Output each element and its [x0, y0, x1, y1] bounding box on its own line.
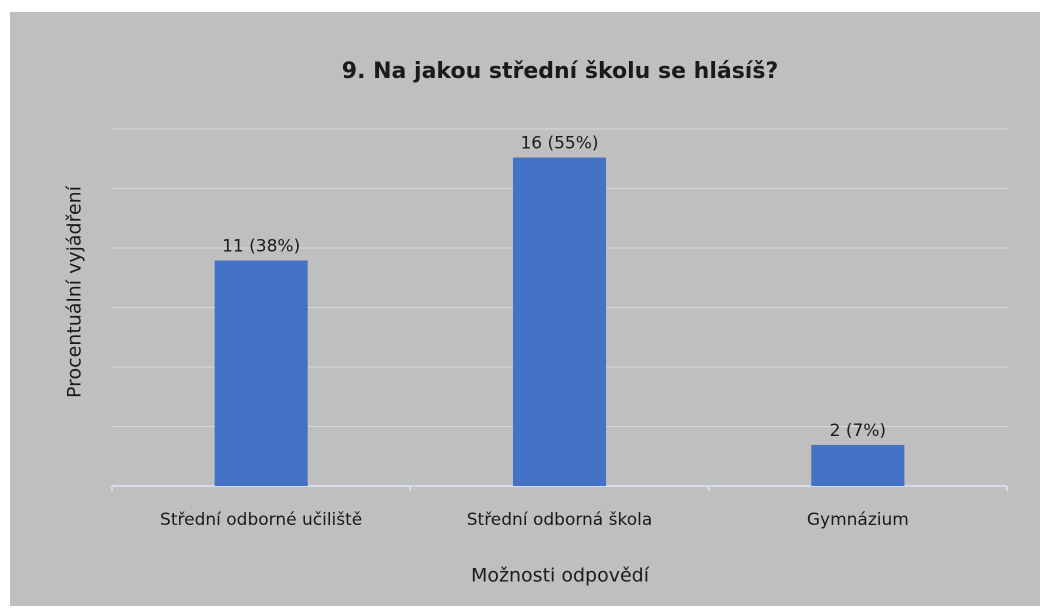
y-axis-title: Procentuální vyjádření — [64, 185, 86, 398]
bar — [214, 260, 308, 486]
data-label: 2 (7%) — [830, 421, 886, 441]
x-tick-label: Střední odborné učiliště — [160, 510, 362, 530]
x-axis-title: Možnosti odpovědí — [471, 565, 650, 587]
x-tick-label: Střední odborná škola — [467, 510, 653, 530]
chart-title: 9. Na jakou střední školu se hlásíš? — [342, 59, 778, 84]
data-label: 16 (55%) — [520, 134, 598, 154]
x-tick-label: Gymnázium — [807, 510, 909, 530]
data-label: 11 (38%) — [222, 236, 300, 256]
bar — [512, 157, 607, 486]
bar — [811, 444, 905, 486]
